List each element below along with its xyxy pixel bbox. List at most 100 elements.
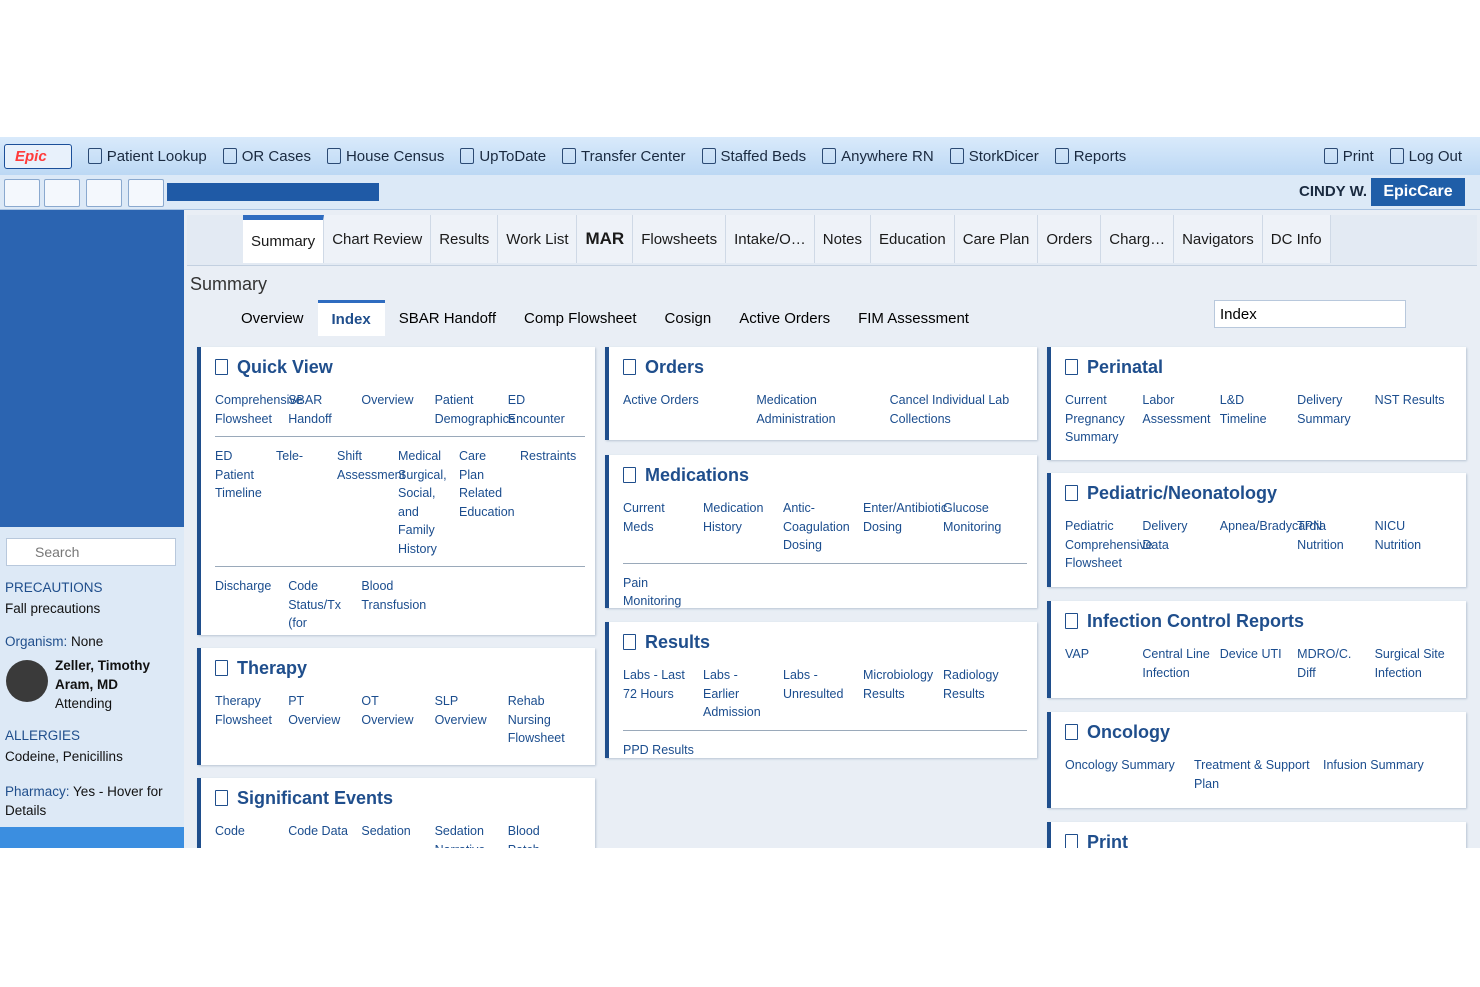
index-link[interactable]: Apnea/Bradycardia (1219, 519, 1327, 533)
index-link[interactable]: Sedation (361, 824, 411, 838)
toolbar-item[interactable]: Transfer Center (562, 148, 685, 165)
index-link[interactable]: Radiology Results (943, 668, 999, 701)
index-link[interactable]: Comprehensive Flowsheet (215, 393, 303, 426)
index-link[interactable]: Tele- (276, 449, 304, 463)
activity-tab[interactable]: Care Plan (954, 215, 1039, 263)
index-link[interactable]: Labs - Earlier Admission (703, 668, 761, 719)
index-link[interactable]: OT Overview (361, 694, 414, 727)
index-link[interactable]: ED Patient Timeline (215, 449, 262, 500)
sub-tab[interactable]: Comp Flowsheet (523, 309, 637, 327)
index-link[interactable]: Discharge (215, 579, 272, 593)
index-link[interactable]: PPD Results (623, 742, 694, 757)
card-title[interactable]: Medications (623, 463, 1037, 487)
index-link[interactable]: Code (215, 824, 245, 838)
index-link[interactable]: Antic-Coagulation Dosing (783, 501, 850, 552)
back-button[interactable] (4, 179, 40, 207)
card-title[interactable]: Oncology (1065, 720, 1466, 744)
app-name[interactable]: EpicCare (1371, 178, 1465, 206)
activity-tab[interactable]: Results (431, 215, 499, 263)
toolbar-item[interactable]: OR Cases (223, 148, 311, 165)
toolbar-item[interactable]: UpToDate (460, 148, 546, 165)
activity-tab[interactable]: Education (870, 215, 955, 263)
index-link[interactable]: Labs - Last 72 Hours (623, 668, 685, 701)
epic-logo[interactable]: Epic (4, 143, 72, 169)
toolbar-item[interactable]: Patient Lookup (88, 148, 207, 165)
sub-tab[interactable]: SBAR Handoff (398, 309, 496, 327)
index-link[interactable]: Microbiology Results (863, 668, 934, 701)
toolbar-item[interactable]: Log Out (1390, 148, 1462, 165)
index-link[interactable]: L&D Timeline (1219, 393, 1267, 426)
sub-tab[interactable]: Overview (241, 309, 304, 327)
card-title[interactable]: Significant Events (215, 786, 595, 810)
card-title[interactable]: Perinatal (1065, 355, 1466, 379)
index-link[interactable]: Glucose Monitoring (943, 501, 1002, 534)
index-link[interactable]: Oncology Summary (1065, 758, 1175, 772)
toolbar-item[interactable]: Reports (1055, 148, 1127, 165)
index-link[interactable]: Medication History (703, 501, 764, 534)
toolbar-item[interactable]: House Census (327, 148, 444, 165)
activity-tab[interactable]: DC Info (1262, 215, 1331, 263)
toolbar-item[interactable]: StorkDicer (950, 148, 1039, 165)
index-link[interactable]: PT Overview (288, 694, 341, 727)
index-link[interactable]: Therapy Flowsheet (215, 694, 272, 727)
index-link[interactable]: Cancel Individual Lab Collections (889, 393, 1010, 426)
sub-tab[interactable]: Active Orders (739, 309, 831, 327)
index-link[interactable]: Pediatric Comprehensive Flowsheet (1065, 519, 1153, 570)
icon-button[interactable] (44, 179, 80, 207)
index-link[interactable]: SBAR Handoff (288, 393, 332, 426)
index-link[interactable]: Pain Monitoring (623, 575, 682, 609)
card-title[interactable]: Quick View (215, 355, 595, 379)
card-title[interactable]: Print (1065, 830, 1466, 849)
card-title[interactable]: Pediatric/Neonatology (1065, 481, 1466, 505)
activity-tab[interactable]: Intake/O… (726, 215, 815, 263)
card-title[interactable]: Orders (623, 355, 1037, 379)
activity-tab[interactable]: Orders (1038, 215, 1102, 263)
index-link[interactable]: Care Plan Related Education (459, 449, 515, 519)
index-link[interactable]: Patient Demographics (434, 393, 516, 426)
activity-tab[interactable]: Charg… (1101, 215, 1175, 263)
index-link[interactable]: Current Meds (623, 501, 665, 534)
sidebar-expand[interactable] (0, 827, 184, 848)
index-link[interactable]: VAP (1065, 647, 1090, 661)
activity-tab[interactable]: Chart Review (324, 215, 432, 263)
index-link[interactable]: Sedation Narrative (434, 824, 486, 848)
card-title[interactable]: Results (623, 630, 1037, 654)
index-link[interactable]: Medical Surgical, Social, and Family His… (398, 449, 447, 556)
index-link[interactable]: Enter/Antibiotic Dosing (863, 501, 948, 534)
index-link[interactable]: Labor Assessment (1142, 393, 1211, 426)
index-link[interactable]: TPN Nutrition (1297, 519, 1344, 552)
card-title[interactable]: Therapy (215, 656, 595, 680)
activity-tab[interactable]: Work List (498, 215, 578, 263)
nav-arrows[interactable] (187, 215, 243, 265)
activity-tab[interactable]: Navigators (1174, 215, 1263, 263)
icon-button[interactable] (86, 179, 122, 207)
index-link[interactable]: Delivery Summary (1297, 393, 1351, 426)
index-link[interactable]: Labs - Unresulted (783, 668, 844, 701)
index-link[interactable]: Treatment & Support Plan (1194, 758, 1310, 791)
index-link[interactable]: Overview (361, 393, 414, 407)
activity-tab[interactable]: Summary (243, 215, 325, 263)
index-link[interactable]: Central Line Infection (1142, 647, 1210, 680)
index-link[interactable]: SLP Overview (434, 694, 487, 727)
index-link[interactable]: Code Data (288, 824, 348, 838)
icon-button[interactable] (128, 179, 164, 207)
toolbar-item[interactable]: Print (1324, 148, 1374, 165)
activity-tab[interactable]: Flowsheets (633, 215, 727, 263)
index-link[interactable]: Restraints (520, 449, 577, 463)
index-link[interactable]: MDRO/C. Diff (1297, 647, 1352, 680)
sub-tab[interactable]: FIM Assessment (858, 309, 969, 327)
index-link[interactable]: ED Encounter (507, 393, 565, 426)
index-link[interactable]: NICU Nutrition (1374, 519, 1422, 552)
index-link[interactable]: Blood Patch (507, 824, 540, 848)
index-link[interactable]: NST Results (1374, 393, 1445, 407)
index-search[interactable]: Index (1214, 300, 1406, 328)
toolbar-item[interactable]: Staffed Beds (702, 148, 807, 165)
index-link[interactable]: Device UTI (1219, 647, 1282, 661)
index-link[interactable]: Infusion Summary (1323, 758, 1424, 772)
toolbar-item[interactable]: Anywhere RN (822, 148, 934, 165)
index-link[interactable]: Shift Assessment (337, 449, 406, 482)
index-link[interactable]: Delivery Data (1142, 519, 1188, 552)
card-title[interactable]: Infection Control Reports (1065, 609, 1466, 633)
index-link[interactable]: Code Status/Tx (for printing) (288, 579, 341, 635)
index-link[interactable]: Medication Administration (756, 393, 836, 426)
